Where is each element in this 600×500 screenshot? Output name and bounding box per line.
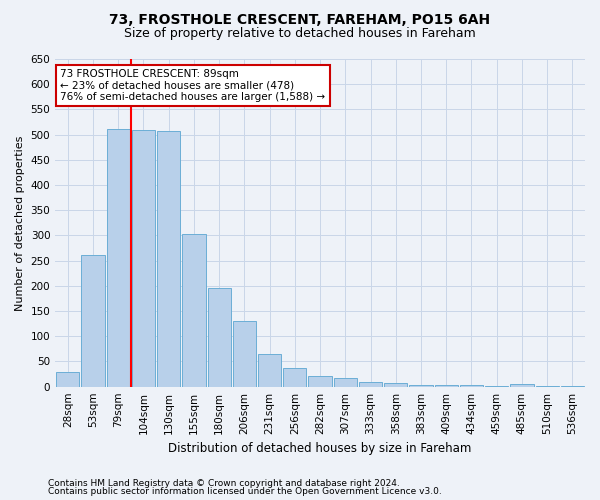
Bar bbox=[434, 384, 458, 386]
Bar bbox=[460, 384, 483, 386]
Bar bbox=[233, 321, 256, 386]
Bar bbox=[258, 354, 281, 386]
Bar bbox=[208, 288, 231, 386]
Bar bbox=[107, 128, 130, 386]
Bar bbox=[409, 385, 433, 386]
Text: 73 FROSTHOLE CRESCENT: 89sqm
← 23% of detached houses are smaller (478)
76% of s: 73 FROSTHOLE CRESCENT: 89sqm ← 23% of de… bbox=[61, 69, 326, 102]
Text: Size of property relative to detached houses in Fareham: Size of property relative to detached ho… bbox=[124, 28, 476, 40]
Bar bbox=[56, 372, 79, 386]
Y-axis label: Number of detached properties: Number of detached properties bbox=[15, 135, 25, 310]
Bar bbox=[182, 234, 206, 386]
Text: 73, FROSTHOLE CRESCENT, FAREHAM, PO15 6AH: 73, FROSTHOLE CRESCENT, FAREHAM, PO15 6A… bbox=[109, 12, 491, 26]
Bar bbox=[511, 384, 533, 386]
Bar bbox=[384, 383, 407, 386]
Text: Contains HM Land Registry data © Crown copyright and database right 2024.: Contains HM Land Registry data © Crown c… bbox=[48, 478, 400, 488]
Text: Contains public sector information licensed under the Open Government Licence v3: Contains public sector information licen… bbox=[48, 487, 442, 496]
Bar bbox=[82, 254, 104, 386]
Bar bbox=[359, 382, 382, 386]
Bar bbox=[283, 368, 307, 386]
Bar bbox=[157, 131, 181, 386]
Bar bbox=[132, 130, 155, 386]
X-axis label: Distribution of detached houses by size in Fareham: Distribution of detached houses by size … bbox=[169, 442, 472, 455]
Bar bbox=[308, 376, 332, 386]
Bar bbox=[334, 378, 357, 386]
